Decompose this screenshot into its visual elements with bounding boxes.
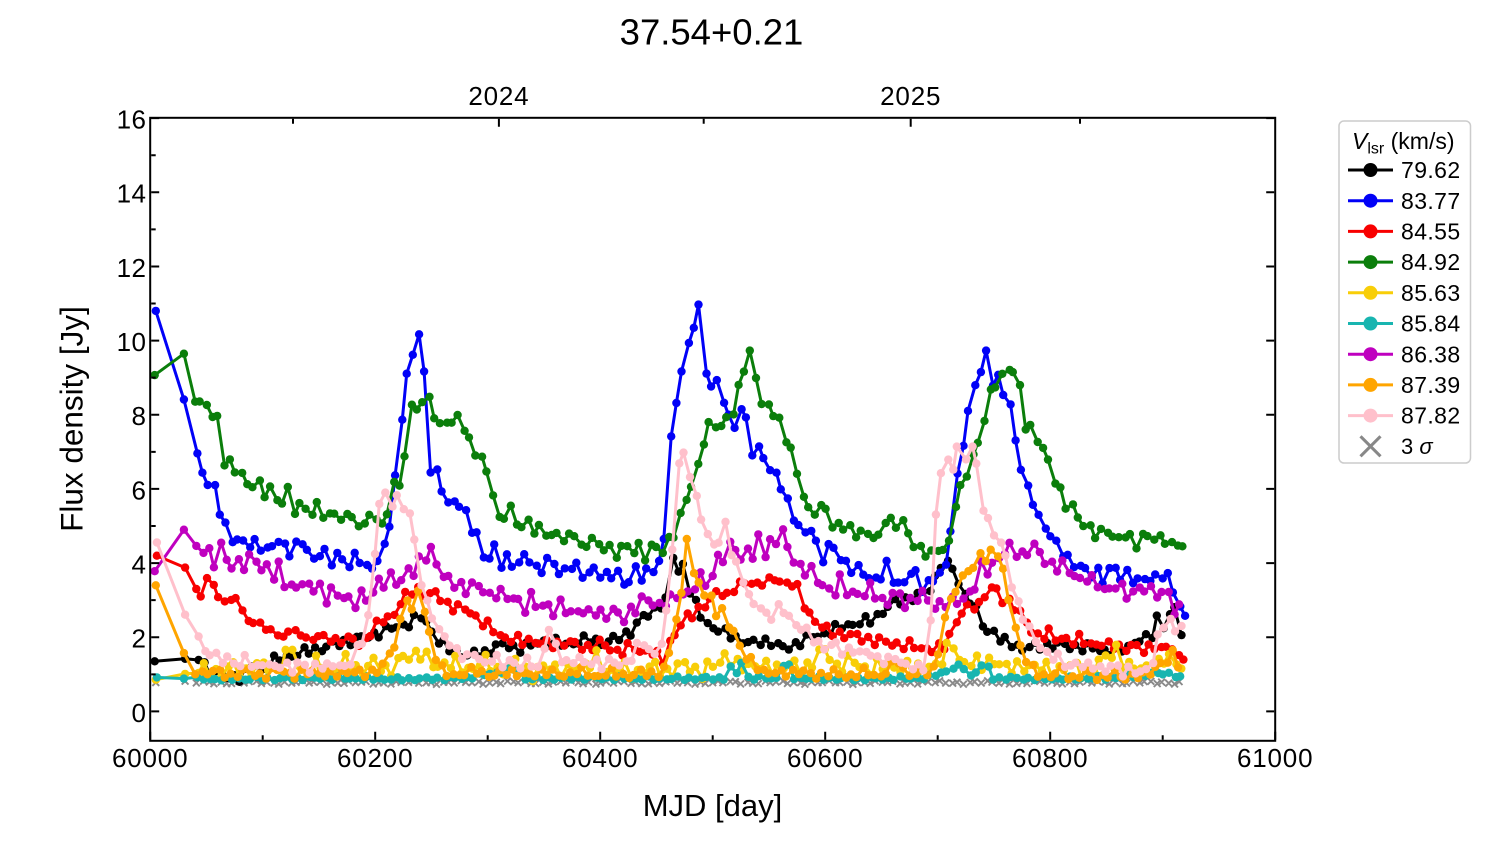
svg-text:14: 14	[117, 179, 147, 209]
svg-text:2: 2	[132, 624, 147, 654]
svg-text:4: 4	[132, 550, 147, 580]
svg-text:Flux density [Jy]: Flux density [Jy]	[54, 306, 90, 532]
svg-text:79.62: 79.62	[1401, 157, 1461, 183]
svg-text:2024: 2024	[468, 81, 529, 111]
svg-text:60200: 60200	[337, 743, 413, 773]
svg-text:12: 12	[117, 253, 147, 283]
svg-text:37.54+0.21: 37.54+0.21	[620, 12, 804, 53]
svg-text:MJD [day]: MJD [day]	[643, 788, 783, 823]
svg-text:87.82: 87.82	[1401, 403, 1461, 429]
svg-text:60600: 60600	[787, 743, 863, 773]
svg-text:83.77: 83.77	[1401, 188, 1461, 214]
svg-text:87.39: 87.39	[1401, 372, 1461, 398]
svg-text:61000: 61000	[1237, 743, 1313, 773]
svg-text:3 σ: 3 σ	[1401, 434, 1433, 459]
svg-text:0: 0	[132, 698, 147, 728]
svg-text:60800: 60800	[1012, 743, 1088, 773]
svg-text:2025: 2025	[880, 81, 941, 111]
svg-text:60400: 60400	[562, 743, 638, 773]
svg-text:6: 6	[132, 475, 147, 505]
svg-text:85.63: 85.63	[1401, 280, 1461, 306]
svg-text:85.84: 85.84	[1401, 311, 1461, 337]
svg-text:Vlsr (km/s): Vlsr (km/s)	[1352, 128, 1455, 158]
svg-text:60000: 60000	[112, 743, 188, 773]
svg-text:8: 8	[132, 401, 147, 431]
svg-text:10: 10	[117, 327, 147, 357]
svg-text:86.38: 86.38	[1401, 341, 1461, 367]
svg-text:16: 16	[117, 105, 147, 135]
svg-text:84.92: 84.92	[1401, 249, 1461, 275]
svg-text:84.55: 84.55	[1401, 219, 1461, 245]
